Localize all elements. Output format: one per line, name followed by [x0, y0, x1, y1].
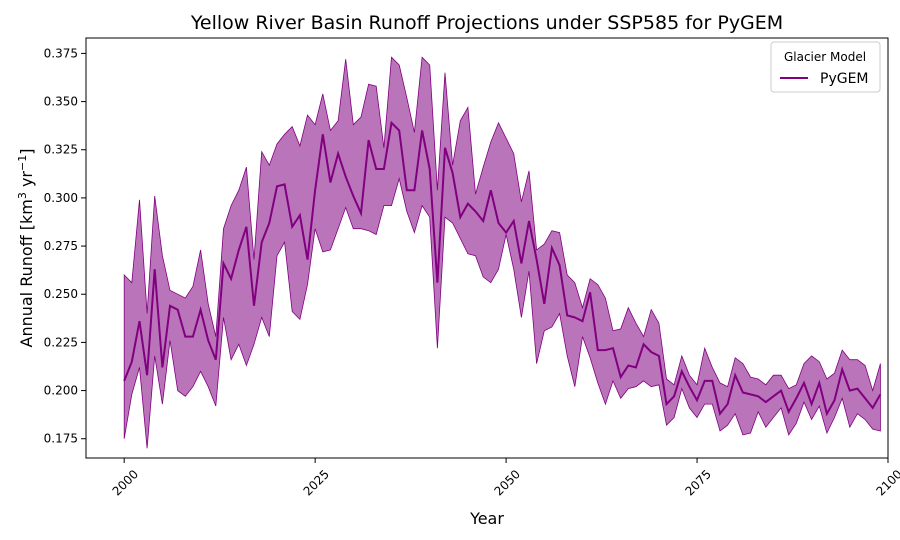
y-axis-label: Annual Runoff [km3 yr−1]	[16, 149, 36, 348]
y-tick-label-3: 0.250	[44, 287, 78, 301]
y-axis-label-main: Annual Runoff [km	[17, 199, 36, 347]
y-tick-label-0: 0.175	[44, 432, 78, 446]
legend-box	[770, 41, 881, 93]
y-axis-label-sup2: −1	[16, 155, 29, 171]
y-tick-label-4: 0.275	[44, 239, 78, 253]
plot-frame	[85, 37, 889, 459]
pygem-mean-line	[123, 120, 882, 417]
legend-label-pygem: PyGEM	[820, 71, 869, 87]
legend: Glacier Model PyGEM	[770, 41, 881, 93]
y-axis-label-sup1: 3	[16, 192, 29, 199]
chart-title: Yellow River Basin Runoff Projections un…	[190, 12, 783, 34]
x-tick-label-2100: 2100	[873, 467, 900, 498]
x-tick-label-2075: 2075	[682, 467, 713, 498]
x-axis-label: Year	[469, 509, 504, 528]
x-axis-ticks: 2000 2025 2050 2075 2100	[110, 458, 900, 499]
x-tick-label-2000: 2000	[110, 467, 141, 498]
y-tick-label-7: 0.350	[44, 95, 78, 109]
y-axis-label-mid: yr	[17, 171, 36, 193]
pygem-uncertainty-band	[123, 56, 881, 449]
plot-area	[123, 56, 882, 449]
x-tick-label-2025: 2025	[301, 467, 332, 498]
y-tick-label-5: 0.300	[44, 191, 78, 205]
y-tick-label-8: 0.375	[44, 46, 78, 60]
y-tick-label-1: 0.200	[44, 384, 78, 398]
x-tick-label-2050: 2050	[492, 467, 523, 498]
y-tick-label-6: 0.325	[44, 143, 78, 157]
y-axis-label-end: ]	[17, 149, 36, 155]
y-tick-label-2: 0.225	[44, 335, 78, 349]
y-axis-ticks: 0.175 0.200 0.225 0.250 0.275 0.300 0.325 0.350…	[44, 46, 86, 446]
legend-title: Glacier Model	[784, 50, 866, 64]
